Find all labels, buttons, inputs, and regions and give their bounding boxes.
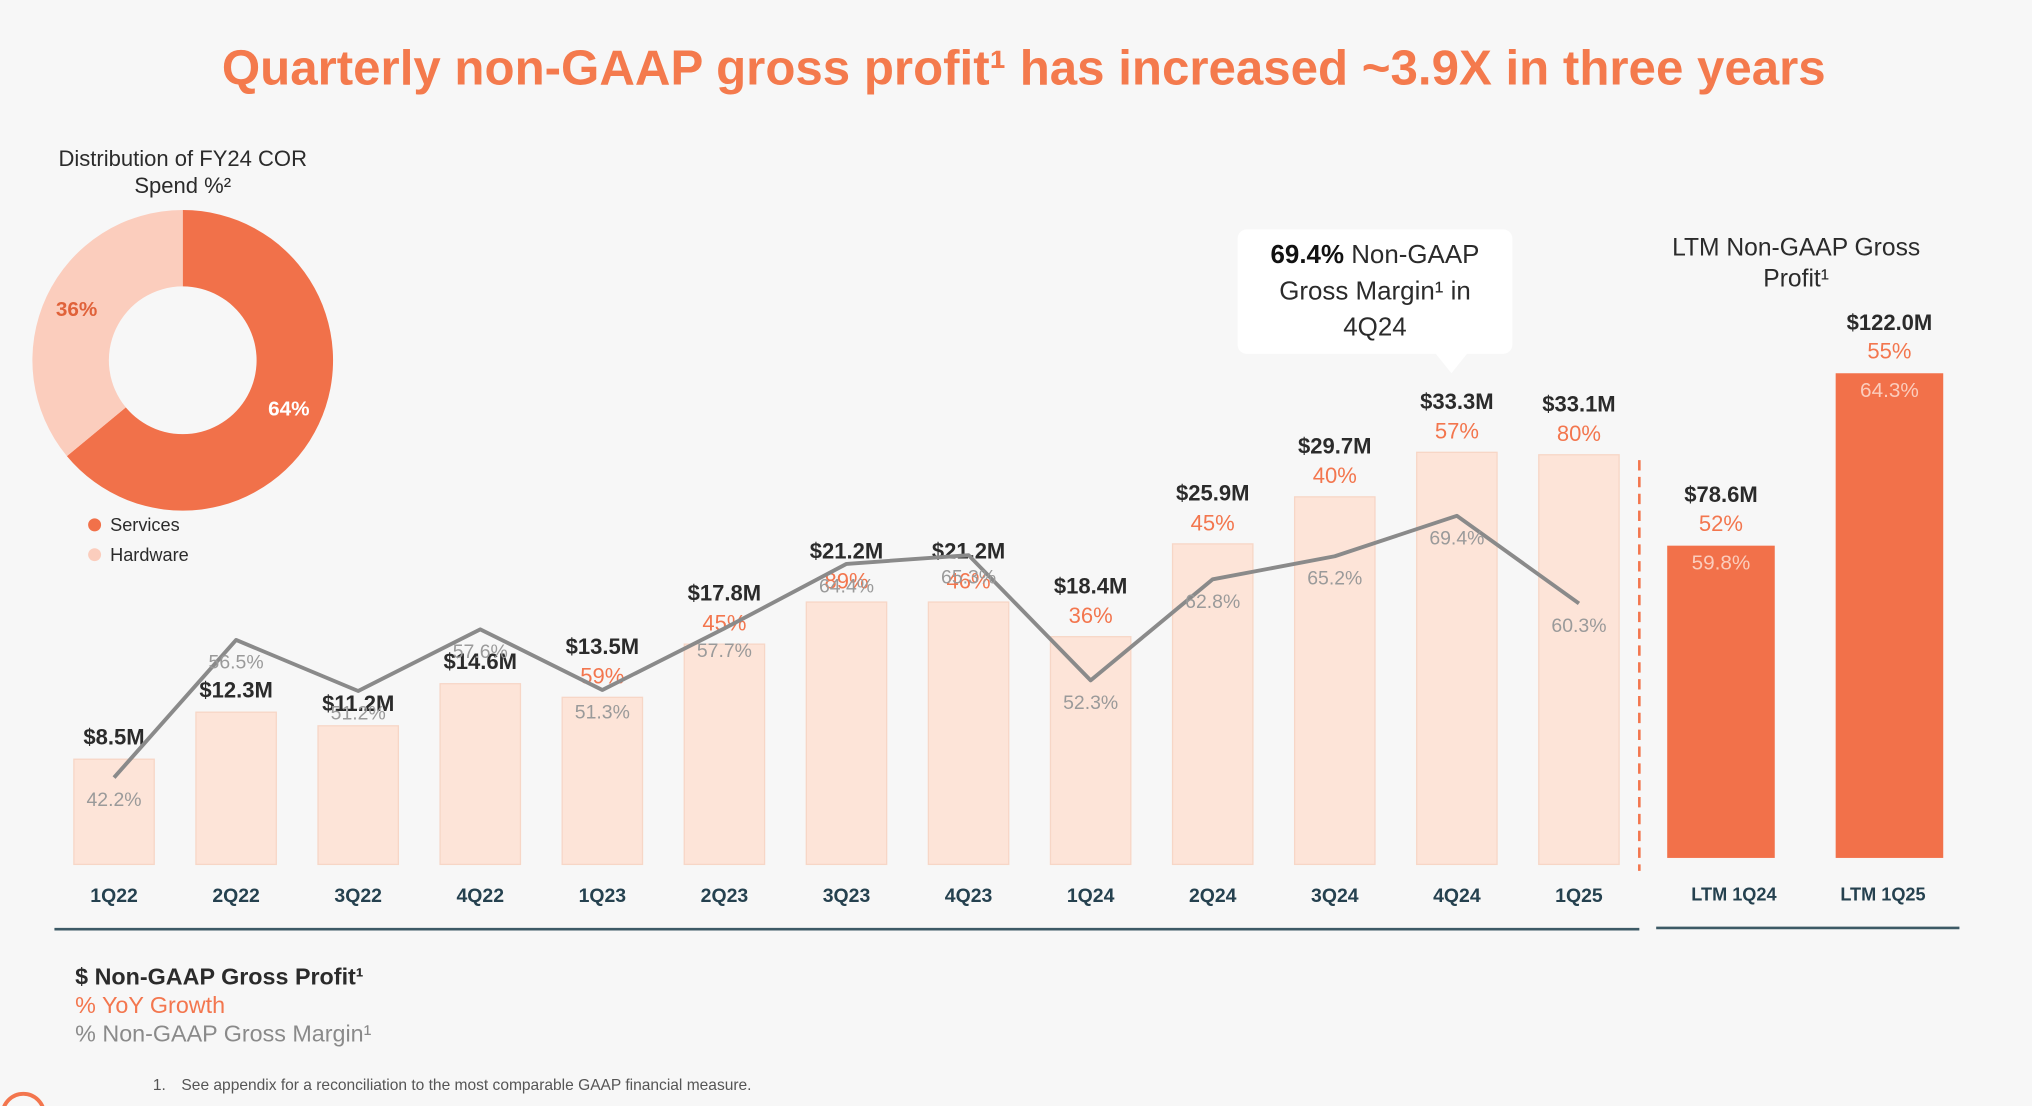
margin-label: 51.2% [331,702,386,724]
donut-label: 36% [56,298,97,321]
bar [805,601,888,866]
donut-segment [66,209,334,511]
callout: 69.4% Non-GAAP Gross Margin¹ in 4Q24 [1241,237,1508,346]
value-label: $8.5M [83,724,144,749]
bar [1835,373,1944,858]
legend-label: % YoY Growth [75,992,225,1018]
value-label: $21.2M [932,539,1005,564]
margin-label: 64.4% [819,575,874,597]
margin-label: 69.4% [1429,527,1484,549]
bar [439,683,522,866]
x-tick-label: 3Q22 [334,885,382,907]
value-label: $14.6M [444,649,517,674]
bar [1538,454,1620,866]
legend-label: Hardware [110,545,189,565]
ltm-title-box: LTM Non-GAAP Gross Profit¹ [1672,234,1921,293]
callout-box [1237,229,1513,374]
footnote-number: 1. [153,1077,166,1094]
value-label: $17.8M [688,581,761,606]
margin-label: 65.3% [941,567,996,589]
donut-label: 64% [268,398,309,421]
logo [2,1091,45,1106]
value-label: $122.0M [1847,310,1933,335]
x-tick-label: 3Q23 [823,885,871,907]
bar [1293,496,1376,866]
x-tick-label: 2Q24 [1189,885,1237,907]
margin-label: 57.7% [697,640,752,662]
legend-marker [88,518,102,532]
legend-marker [88,548,102,562]
value-label: $78.6M [1684,482,1757,507]
margin-label: 65.2% [1307,568,1362,590]
value-label: $12.3M [199,677,272,702]
growth-label: 59% [580,664,624,689]
value-label: $33.1M [1542,391,1615,416]
bar [1667,545,1775,858]
bar [1049,636,1132,866]
margin-label: 64.3% [1860,379,1919,402]
x-tick-label: 4Q23 [945,885,993,907]
donut-title: Distribution of FY24 COR Spend %² [58,146,307,199]
callout-highlight: 69.4% [1270,241,1345,270]
donut-title-box: Distribution of FY24 COR Spend %² [58,146,307,199]
margin-line [112,513,1581,779]
growth-label: 80% [1557,421,1601,446]
margin-label: 59.8% [1692,551,1751,574]
margin-label: 56.5% [209,651,264,673]
bar [195,711,277,866]
value-label: $29.7M [1298,433,1371,458]
legend-label: Services [110,515,179,535]
x-tick-label: 1Q22 [90,885,138,907]
value-label: $21.2M [810,539,883,564]
margin-label: 42.2% [87,789,142,811]
legend-label: % Non-GAAP Gross Margin¹ [75,1021,371,1047]
x-tick-label: 1Q23 [579,885,627,907]
growth-label: 52% [1699,511,1743,536]
bar [1171,543,1254,866]
bar [317,725,400,866]
bar [927,601,1010,866]
margin-label: 52.3% [1063,692,1118,714]
bar [1416,451,1498,866]
margin-label: 57.6% [453,641,508,663]
x-tick-label: 4Q24 [1433,885,1481,907]
value-label: $25.9M [1176,480,1249,505]
x-tick-label: 1Q25 [1555,885,1603,907]
growth-label: 40% [1313,463,1357,488]
x-tick-label: 3Q24 [1311,885,1359,907]
value-label: $18.4M [1054,573,1127,598]
bar [561,696,644,866]
growth-label: 36% [1069,603,1113,628]
margin-label: 60.3% [1551,615,1606,637]
donut-segment [32,209,183,457]
footnote: See appendix for a reconciliation to the… [181,1077,751,1094]
margin-label: 51.3% [575,701,630,723]
ltm-title: LTM Non-GAAP Gross Profit¹ [1672,234,1921,293]
margin-label: 62.8% [1185,591,1240,613]
growth-label: 45% [702,611,746,636]
x-tick-label: LTM 1Q25 [1840,884,1925,904]
growth-label: 55% [1867,338,1911,363]
legend-label: $ Non-GAAP Gross Profit¹ [75,964,364,990]
callout-text-box: 69.4% Non-GAAP Gross Margin¹ in 4Q24 [1241,237,1508,346]
x-tick-label: 2Q23 [701,885,749,907]
growth-label: 57% [1435,419,1479,444]
x-tick-label: 1Q24 [1067,885,1115,907]
callout-text: Non-GAAP Gross Margin¹ in 4Q24 [1279,241,1480,343]
x-tick-label: 4Q22 [457,885,505,907]
x-tick-label: LTM 1Q24 [1691,884,1776,904]
value-label: $11.2M [322,691,394,716]
slide-title: Quarterly non-GAAP gross profit¹ has inc… [222,40,1826,95]
x-tick-label: 2Q22 [212,885,260,907]
value-label: $33.3M [1420,389,1493,414]
growth-label: 45% [1191,510,1235,535]
value-label: $13.5M [566,634,639,659]
bar [683,643,766,866]
